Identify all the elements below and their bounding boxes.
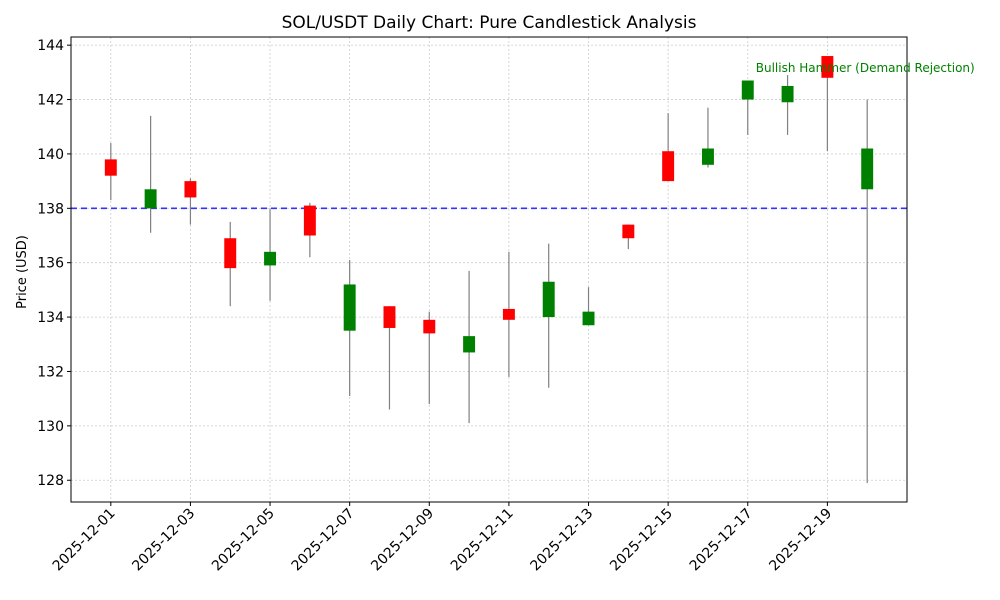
candle-body-bearish — [502, 308, 515, 320]
candle-body-bearish — [184, 181, 197, 198]
candle — [343, 259, 356, 396]
y-tick-label: 132 — [37, 364, 64, 380]
candle-body-bullish — [144, 189, 157, 209]
candle-body-bullish — [264, 251, 277, 266]
candle-body-bearish — [303, 205, 316, 236]
candle — [622, 224, 635, 250]
candle — [224, 221, 237, 307]
candle — [502, 251, 515, 377]
candle-body-bullish — [542, 281, 555, 318]
chart-title: SOL/USDT Daily Chart: Pure Candlestick A… — [282, 13, 697, 33]
annotation-label: Bullish Hammer (Demand Rejection) — [756, 61, 975, 75]
y-tick-label: 136 — [37, 256, 64, 272]
y-tick-label: 144 — [37, 38, 64, 54]
x-tick-label: 2025-12-07 — [289, 506, 358, 575]
y-tick-label: 134 — [37, 310, 64, 326]
candle — [542, 243, 555, 388]
candle-body-bearish — [104, 159, 117, 176]
y-axis-label: Price (USD) — [15, 235, 30, 309]
candle — [582, 287, 595, 326]
candle-body-bullish — [343, 284, 356, 331]
candle — [701, 107, 714, 168]
candles — [104, 56, 874, 483]
candle-body-bearish — [383, 306, 396, 328]
candle — [741, 80, 754, 135]
y-tick-label: 142 — [37, 93, 64, 109]
candle-body-bearish — [821, 56, 834, 78]
candle-body-bearish — [622, 224, 635, 239]
y-tick-label: 140 — [37, 147, 64, 163]
candle — [662, 113, 675, 182]
candle-body-bullish — [741, 80, 754, 100]
x-tick-label: 2025-12-19 — [766, 506, 835, 575]
candle-body-bearish — [423, 319, 436, 334]
grid — [71, 37, 907, 502]
x-tick-label: 2025-12-03 — [129, 506, 198, 575]
annotations: Bullish Hammer (Demand Rejection) — [756, 61, 975, 75]
x-tick-label: 2025-12-11 — [448, 506, 517, 575]
candle — [463, 270, 476, 424]
y-tick-label: 138 — [37, 201, 64, 217]
candle — [303, 202, 316, 258]
candle — [144, 115, 157, 233]
candle — [264, 208, 277, 301]
x-tick-label: 2025-12-09 — [368, 506, 437, 575]
x-tick-label: 2025-12-17 — [687, 506, 756, 575]
candle — [184, 178, 197, 225]
candle-body-bearish — [662, 151, 675, 182]
candle-body-bullish — [701, 148, 714, 165]
candle-body-bearish — [224, 238, 237, 269]
candle — [104, 143, 117, 201]
x-tick-label: 2025-12-15 — [607, 506, 676, 575]
candle-body-bullish — [582, 311, 595, 326]
y-tick-label: 128 — [37, 473, 64, 489]
plot-frame — [70, 36, 908, 503]
candle-body-bullish — [781, 85, 794, 103]
candle-body-bullish — [861, 148, 874, 190]
y-tick-label: 130 — [37, 419, 64, 435]
candle — [383, 306, 396, 410]
candle-body-bullish — [463, 336, 476, 353]
x-tick-label: 2025-12-01 — [50, 506, 119, 575]
candle — [781, 75, 794, 135]
x-tick-label: 2025-12-05 — [209, 506, 278, 575]
candle — [423, 311, 436, 405]
candle — [821, 56, 834, 152]
x-tick-label: 2025-12-13 — [527, 506, 596, 575]
candle — [861, 99, 874, 483]
